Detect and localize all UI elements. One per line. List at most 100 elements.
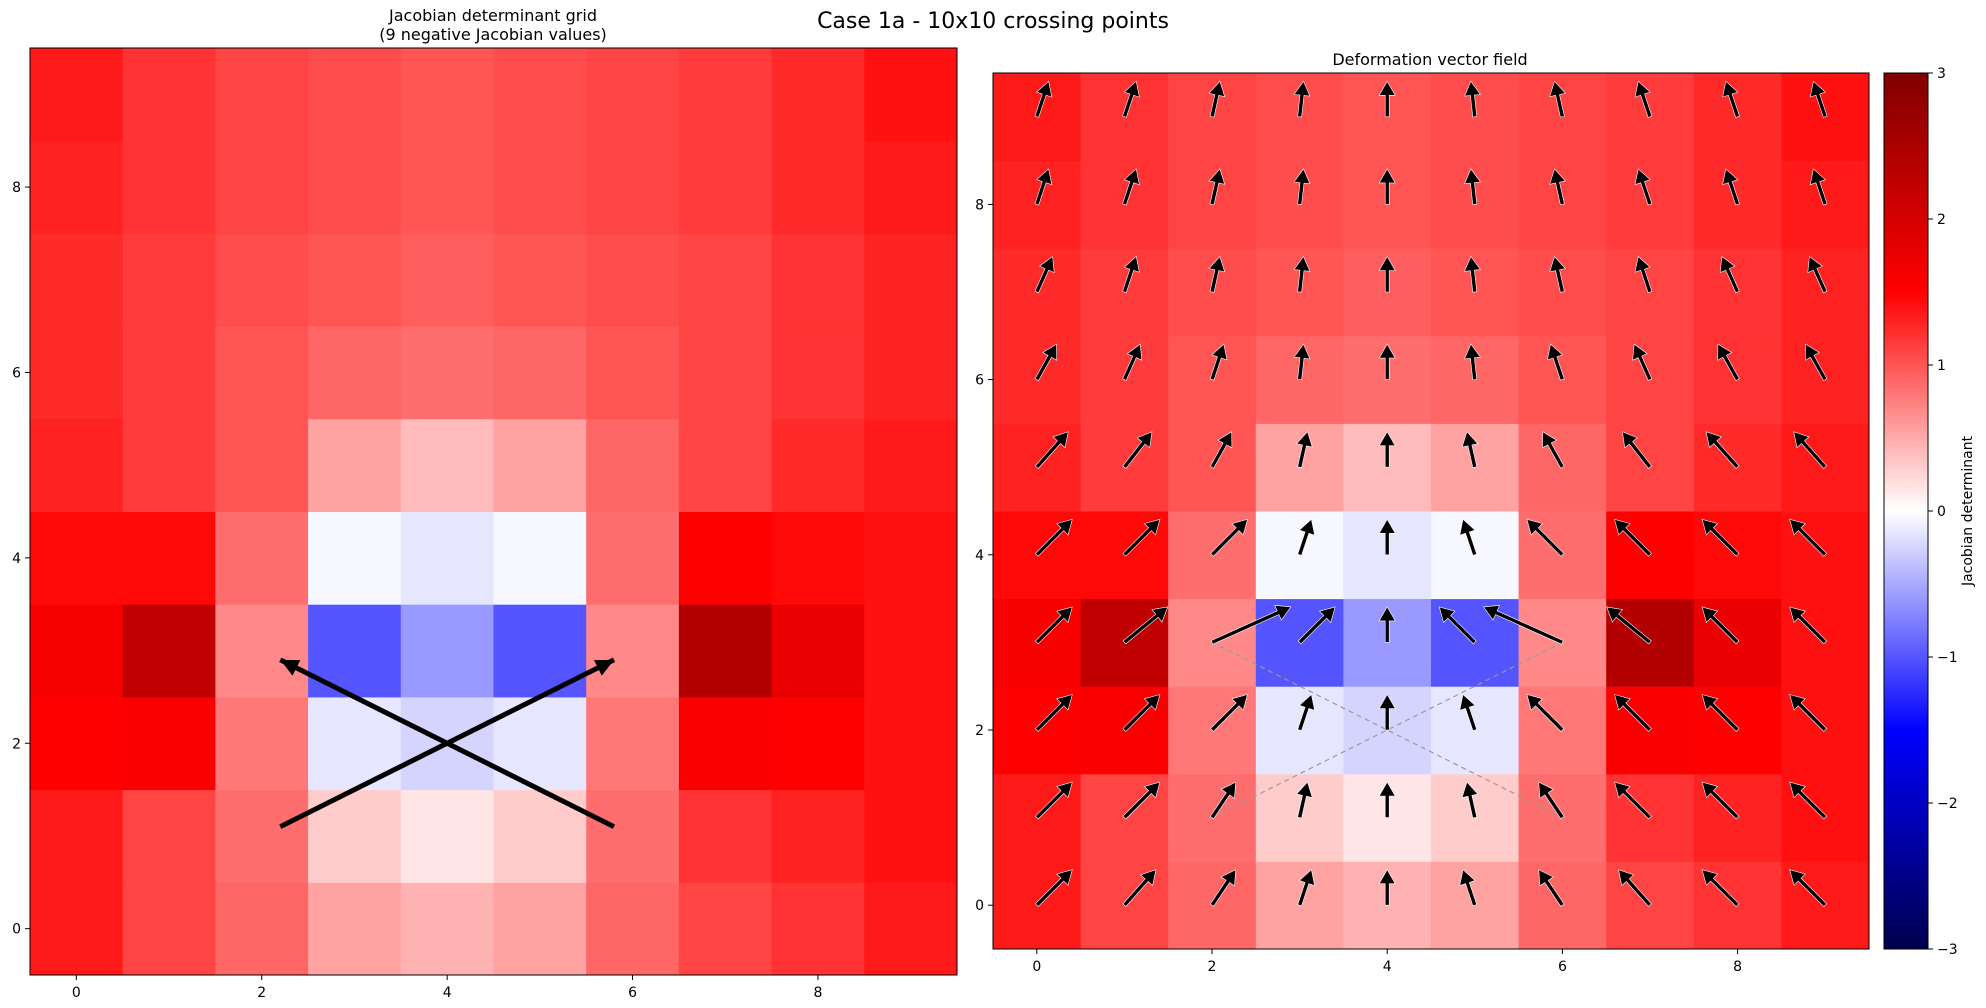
heatmap-cell — [400, 233, 494, 327]
vector-arrow — [1378, 606, 1396, 643]
vector-arrow — [1614, 518, 1652, 557]
vector-arrow — [1789, 606, 1828, 645]
vector-arrow — [1210, 694, 1248, 732]
heatmap-cell — [771, 882, 865, 976]
vector-arrow — [1701, 694, 1740, 732]
x-tick-label: 8 — [813, 985, 822, 1001]
heatmap-cell — [864, 882, 958, 976]
heatmap-cell — [308, 882, 402, 976]
vector-arrow — [1464, 255, 1481, 293]
x-tick-label: 2 — [257, 985, 266, 1001]
heatmap-cell — [30, 882, 124, 976]
right-crossing-lines — [1211, 641, 1563, 819]
heatmap-cell — [1606, 335, 1695, 424]
heatmap-cell — [586, 511, 680, 605]
heatmap-cell — [400, 604, 494, 698]
vector-arrow — [1632, 343, 1653, 381]
heatmap-cell — [771, 789, 865, 883]
heatmap-cell — [30, 140, 124, 234]
heatmap-cell — [30, 696, 124, 791]
heatmap-cell — [493, 326, 587, 420]
left-heatmap-cells — [30, 48, 958, 976]
heatmap-cell — [771, 233, 865, 327]
vector-arrow — [1296, 781, 1313, 819]
vector-arrow — [1809, 80, 1828, 118]
vector-arrow — [1378, 80, 1396, 118]
vector-arrow — [1722, 168, 1740, 206]
vector-arrow — [1034, 694, 1073, 732]
heatmap-cell — [1781, 73, 1870, 162]
heatmap-cell — [678, 140, 773, 234]
heatmap-cell — [308, 233, 402, 327]
vector-arrow — [1208, 168, 1226, 206]
heatmap-cell — [586, 789, 680, 883]
heatmap-cell — [308, 326, 402, 420]
heatmap-cell — [215, 789, 309, 883]
vector-arrow — [1526, 694, 1565, 732]
heatmap-cell — [586, 418, 680, 512]
heatmap-cell — [586, 48, 680, 142]
heatmap-cell — [30, 789, 124, 883]
heatmap-cell — [493, 233, 587, 327]
vector-arrow — [1122, 80, 1140, 118]
heatmap-cell — [122, 604, 216, 698]
heatmap-cell — [1518, 598, 1607, 687]
y-tick-label: 2 — [975, 723, 984, 739]
vector-arrows — [1034, 80, 1828, 908]
heatmap-cell — [400, 418, 494, 512]
heatmap-cell — [1781, 160, 1870, 249]
heatmap-cell — [493, 511, 587, 605]
figure-suptitle: Case 1a - 10x10 crossing points — [817, 9, 1169, 34]
heatmap-cell — [771, 696, 865, 791]
vector-arrow — [1549, 255, 1566, 293]
y-tick-label: 8 — [975, 197, 984, 213]
vector-arrow — [1122, 518, 1161, 557]
heatmap-cell — [1781, 248, 1870, 337]
heatmap-cell — [30, 511, 124, 605]
heatmap-cell — [1431, 511, 1520, 600]
vector-arrow — [1614, 781, 1652, 820]
vector-arrow — [1542, 431, 1565, 469]
y-tick-label: 4 — [12, 551, 21, 567]
vector-arrow — [1034, 168, 1053, 206]
heatmap-cell — [493, 604, 587, 698]
vector-arrow — [1378, 255, 1396, 293]
heatmap-cell — [771, 48, 865, 142]
heatmap-cell — [122, 696, 216, 791]
heatmap-cell — [215, 326, 309, 420]
vector-arrow — [1034, 431, 1069, 469]
heatmap-cell — [122, 418, 216, 512]
heatmap-cell — [30, 233, 124, 327]
heatmap-cell — [215, 140, 309, 234]
vector-arrow — [1701, 781, 1740, 820]
vector-arrow — [1122, 255, 1140, 293]
vector-arrow — [1378, 518, 1396, 556]
heatmap-cell — [1693, 335, 1782, 424]
colorbar-tick-label: −2 — [1937, 796, 1958, 812]
heatmap-cell — [122, 326, 216, 420]
x-tick-label: 4 — [443, 985, 452, 1001]
vector-arrow — [1719, 255, 1740, 294]
heatmap-cell — [493, 882, 587, 976]
heatmap-cell — [771, 326, 865, 420]
x-tick-label: 6 — [1558, 959, 1567, 975]
vector-arrow — [1209, 343, 1228, 381]
heatmap-cell — [1431, 861, 1520, 950]
vector-arrow — [1793, 431, 1828, 469]
vector-arrow — [1606, 606, 1652, 645]
heatmap-cell — [30, 604, 124, 698]
vector-arrow — [1378, 431, 1396, 468]
y-tick-label: 4 — [975, 548, 984, 564]
vector-arrow — [1483, 605, 1564, 645]
vector-arrow — [1210, 605, 1292, 645]
colorbar-ticks: 3 2 1 0 −1 −2 −3 — [1928, 66, 1958, 958]
heatmap-cell — [864, 418, 958, 512]
heatmap-cell — [1606, 160, 1695, 249]
heatmap-cell — [122, 789, 216, 883]
crossing-line-arrowhead — [280, 659, 301, 676]
heatmap-cell — [1781, 335, 1870, 424]
vector-arrow — [1789, 518, 1828, 557]
heatmap-cell — [864, 326, 958, 420]
x-tick-label: 6 — [628, 985, 637, 1001]
